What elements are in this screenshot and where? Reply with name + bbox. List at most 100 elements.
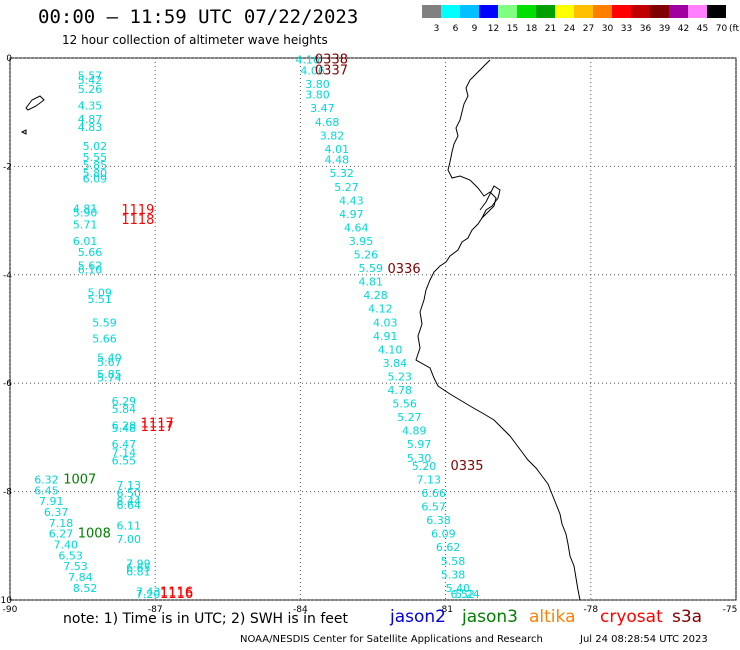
island-small-path [20,129,27,135]
pass-time-label: 0338 [315,52,348,67]
wave-height-value: 4.12 [368,303,393,316]
wave-height-value: 4.91 [373,330,398,343]
axis-tick-labels: -90 -87 -84 -81 -78 -75 0 -2 -4 -6 -8 -10 [0,54,737,615]
pass-time-label: 1117 [141,417,174,432]
wave-height-value: 5.51 [87,293,112,306]
colorbar-swatch [593,5,612,18]
wave-height-value: 5.56 [392,398,417,411]
wave-height-value: 7.91 [39,495,64,508]
x-tick-label: -90 [3,605,18,615]
wave-height-value: 6.50 [116,487,141,500]
colorbar-label: 24 [564,24,576,34]
wave-height-value: 4.03 [373,316,398,329]
wave-height-value: 7.53 [63,560,88,573]
wave-height-value: 7.40 [54,539,78,552]
colorbar-swatch [707,5,726,18]
x-tick-label: -78 [583,605,598,615]
wave-height-value: 4.06 [300,64,325,77]
y-tick-label: -10 [0,596,12,606]
wave-height-value: 6.11 [116,520,141,533]
page-subtitle: 12 hour collection of altimeter wave hei… [62,33,328,47]
colorbar-label: 6 [453,24,459,34]
colorbar-swatch [612,5,631,18]
legend-cryosat: cryosat [600,607,663,627]
colorbar-label: 70 [716,24,728,34]
wave-height-value: 5.71 [73,219,98,232]
colorbar-swatch [631,5,650,18]
wave-height-value: 5.85 [97,368,122,381]
colorbar-label: 27 [583,24,594,34]
colorbar-label: 30 [602,24,614,34]
colorbar-swatch [479,5,498,18]
wave-height-value: 7.13 [116,479,141,492]
wave-height-value: 6.28 [112,419,137,432]
colorbar-swatch [555,5,574,18]
colorbar-swatch [574,5,593,18]
pass-time-label: 1119 [121,203,154,218]
legend-jason3: jason3 [462,607,518,627]
wave-height-value: 5.24 [455,588,480,601]
wave-height-value: 6.37 [44,506,69,519]
wave-height-value: 5.09 [87,286,112,299]
colorbar-label: 36 [640,24,652,34]
wave-height-value: 4.28 [363,289,388,302]
wave-height-value: 7.20 [136,588,161,601]
wave-height-value: 5.97 [407,438,432,451]
wave-height-value: 5.59 [92,316,117,329]
wave-height-value: 3.95 [349,235,374,248]
wave-height-value: 5.84 [112,403,137,416]
wave-height-value: 5.66 [78,246,103,259]
y-tick-label: -2 [3,162,12,172]
wave-height-value: 4.78 [388,384,413,397]
colorbar-label: 18 [526,24,538,34]
wave-height-value: 8.44 [116,495,141,508]
wave-height-value: 5.02 [83,140,108,153]
grid-lines [9,57,737,601]
wave-height-value: 6.29 [112,395,137,408]
wave-height-value: 3.84 [383,357,408,370]
wave-height-value: 6.64 [116,499,141,512]
credit-text: NOAA/NESDIS Center for Satellite Applica… [240,634,543,645]
wave-height-value: 5.27 [397,411,422,424]
wave-height-value: 6.32 [34,473,59,486]
pass-time-label: 0336 [388,262,421,277]
wave-height-value: 6.66 [421,487,446,500]
colorbar-label: 12 [488,24,499,34]
wave-height-value: 4.16 [296,53,321,66]
wave-height-value: 5.90 [73,206,98,219]
wave-height-value: 6.01 [73,235,98,248]
wave-height-value: 6.09 [431,528,456,541]
pass-time-label: 1007 [63,472,96,487]
wave-height-value: 3.47 [310,102,335,115]
wave-height-value: 4.64 [344,221,369,234]
y-tick-label: -6 [3,379,12,389]
wave-height-value: 5.85 [83,159,108,172]
wave-height-value: 4.10 [378,343,403,356]
colorbar-swatch [669,5,688,18]
wave-height-values: 5.575.425.264.354.874.835.025.555.855.80… [34,53,480,601]
wave-height-value: 6.09 [83,173,108,186]
wave-height-value: 5.80 [83,167,108,180]
wave-height-value: 6.45 [34,484,59,497]
wave-height-value: 4.81 [73,202,98,215]
wave-height-value: 6.55 [112,455,137,468]
wave-height-value: 4.01 [325,143,350,156]
x-tick-label: -84 [293,605,308,615]
wave-height-value: 6.62 [436,541,461,554]
wave-height-value: 4.43 [339,194,364,207]
wave-height-value: 5.58 [441,555,466,568]
wave-height-value: 7.14 [112,446,137,459]
wave-height-value: 5.67 [97,356,122,369]
pass-time-label: 1117 [141,420,174,435]
wave-height-value: 7.18 [49,517,74,530]
wave-height-value: 7.13 [417,473,442,486]
x-tick-label: -81 [438,605,453,615]
pass-time-label: 1008 [78,527,111,542]
colorbar-swatch [650,5,669,18]
x-tick-label: -75 [723,605,738,615]
wave-height-value: 6.53 [58,549,83,562]
colorbar-label: 45 [697,24,708,34]
pass-time-label: 0335 [450,459,483,474]
wave-height-value: 4.97 [339,208,364,221]
